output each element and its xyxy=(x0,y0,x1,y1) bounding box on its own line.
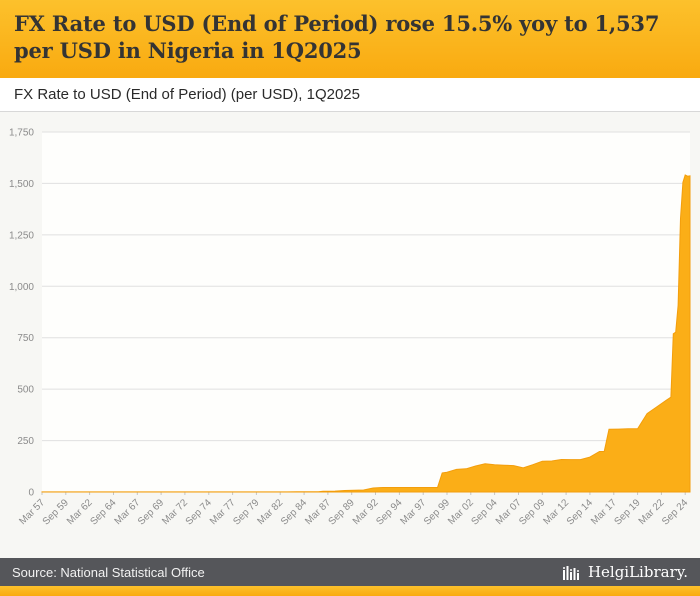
x-axis-tick-label: Sep 59 xyxy=(41,497,71,527)
bottom-accent-strip xyxy=(0,586,700,596)
x-axis-tick-label: Sep 94 xyxy=(374,497,404,527)
x-axis-tick-label: Sep 84 xyxy=(279,497,309,527)
x-axis-tick-label: Sep 24 xyxy=(660,497,690,527)
chart-subtitle-bar: FX Rate to USD (End of Period) (per USD)… xyxy=(0,78,700,112)
y-axis-tick-label: 1,750 xyxy=(9,128,34,139)
y-axis-tick-label: 1,000 xyxy=(9,282,34,293)
x-axis-tick-label: Sep 09 xyxy=(517,497,547,527)
x-axis-tick-label: Sep 64 xyxy=(88,497,118,527)
page-title: FX Rate to USD (End of Period) rose 15.5… xyxy=(14,11,660,63)
y-axis-tick-label: 750 xyxy=(17,333,34,344)
plot-background xyxy=(42,132,690,492)
x-axis-tick-label: Sep 19 xyxy=(613,497,643,527)
x-axis-tick-label: Sep 74 xyxy=(184,497,214,527)
y-axis-tick-label: 1,500 xyxy=(9,179,34,190)
brand-name: HelgiLibrary. xyxy=(587,563,688,581)
y-axis-tick-label: 250 xyxy=(17,436,34,447)
x-axis-tick-label: Sep 14 xyxy=(565,497,595,527)
footer-bar: Source: National Statistical Office Helg… xyxy=(0,558,700,586)
y-axis-tick-label: 0 xyxy=(28,488,34,499)
source-note: Source: National Statistical Office xyxy=(12,564,205,580)
chart-header: FX Rate to USD (End of Period) rose 15.5… xyxy=(0,0,700,78)
x-axis-tick-label: Sep 79 xyxy=(231,497,261,527)
y-axis-tick-label: 500 xyxy=(17,385,34,396)
chart-subtitle: FX Rate to USD (End of Period) (per USD)… xyxy=(14,86,360,103)
x-axis-tick-label: Sep 99 xyxy=(422,497,452,527)
x-axis-tick-label: Sep 69 xyxy=(136,497,166,527)
bar-chart-logo-icon xyxy=(562,566,579,580)
fx-rate-series-area xyxy=(41,174,691,493)
helgilibrary-logo: HelgiLibrary. xyxy=(562,563,688,581)
y-axis-tick-label: 1,250 xyxy=(9,230,34,241)
x-axis-tick-label: Sep 04 xyxy=(470,497,500,527)
chart-area: 0 250 500 750 1,000 1,250 1,500 1,750 Mar 57 Sep … xyxy=(0,112,700,558)
x-axis-tick-label: Sep 89 xyxy=(327,497,357,527)
